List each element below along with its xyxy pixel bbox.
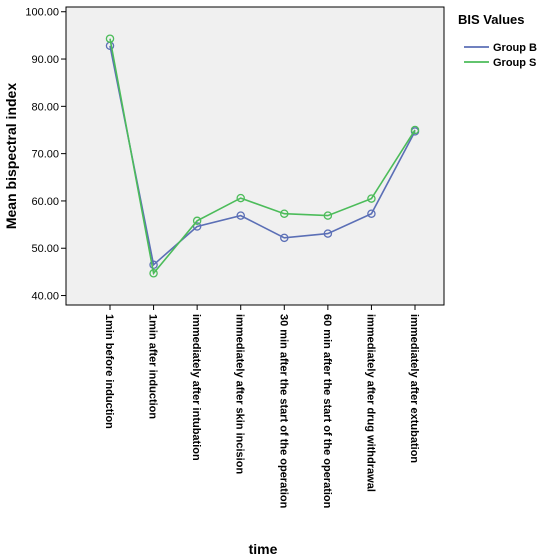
y-tick-label: 70.00 (31, 149, 59, 161)
data-point (280, 209, 289, 218)
data-point (236, 193, 245, 203)
data-point (323, 229, 333, 238)
plot-area (65, 6, 445, 306)
y-axis: 40.00 50.00 60.00 70.00 80.00 90.00 100.00 (25, 7, 66, 303)
x-tick-label: 60 min after the start of the operation (321, 314, 333, 509)
series-layer (105, 34, 420, 278)
x-axis: 1min before induction 1min after inductio… (103, 305, 420, 509)
x-tick-label: 30 min after the start of the operation (277, 314, 289, 509)
legend: BIS Values Group B Group S (458, 12, 537, 69)
data-point (410, 125, 420, 135)
data-point (280, 233, 289, 243)
x-tick-label: 1min before induction (103, 314, 115, 429)
series-line-group-b (109, 45, 416, 267)
data-point (323, 211, 333, 220)
y-axis-title: Mean bispectral index (3, 83, 19, 229)
x-tick-label: immediately after extubation (408, 314, 420, 463)
y-tick-label: 100.00 (25, 7, 59, 19)
series-line-group-s (109, 38, 416, 276)
data-point (149, 269, 158, 278)
data-point (367, 209, 376, 218)
legend-label: Group B (493, 42, 537, 54)
legend-title: BIS Values (458, 12, 524, 27)
x-axis-title: time (249, 541, 278, 557)
x-tick-label: immediately after intubation (190, 314, 202, 461)
data-point (367, 194, 376, 203)
data-point (149, 260, 158, 270)
data-point (192, 216, 202, 226)
x-tick-label: 1min after induction (147, 314, 159, 419)
y-tick-label: 40.00 (31, 291, 59, 303)
legend-label: Group S (493, 57, 536, 69)
data-point (105, 34, 115, 43)
y-tick-label: 50.00 (31, 243, 59, 255)
y-tick-label: 90.00 (31, 54, 59, 66)
y-tick-label: 80.00 (31, 101, 59, 113)
y-tick-label: 60.00 (31, 196, 59, 208)
data-point (192, 222, 202, 231)
data-point (236, 211, 245, 220)
x-tick-label: immediately after skin incision (234, 314, 246, 474)
x-tick-label: immediately after drug withdrawal (364, 314, 376, 492)
